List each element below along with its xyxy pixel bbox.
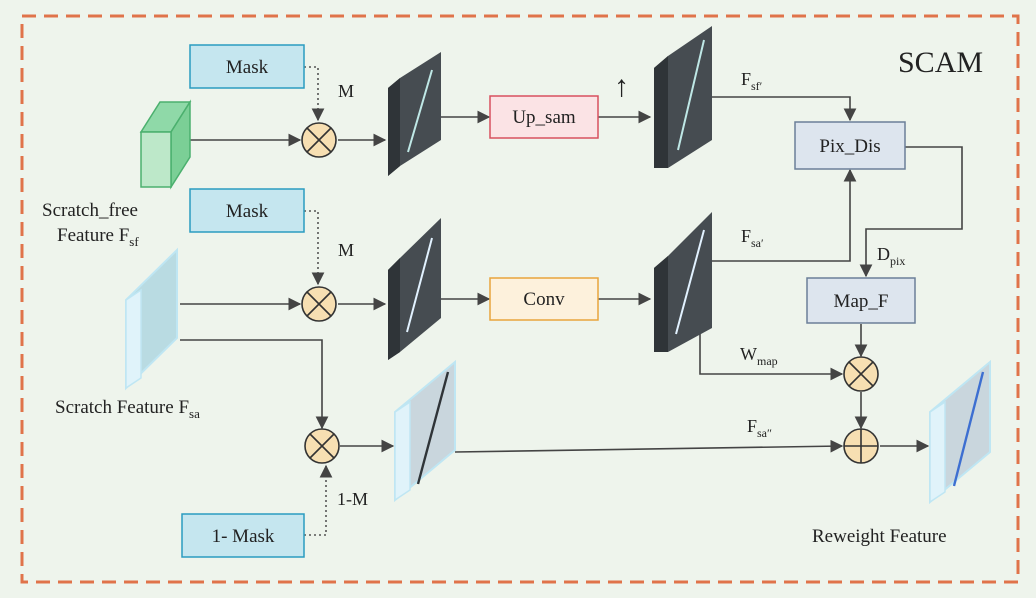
multiply-op-3 [304,428,340,464]
label-m-top: M [338,81,354,101]
label-w-map: Wmap [740,344,778,368]
multiply-op-2 [301,286,337,322]
conv-box: Conv [489,277,599,321]
scratch-feature [125,247,178,391]
scratch-free-label-line2: Feature Fsf [57,225,139,249]
label-one-minus-m: 1-M [337,489,368,509]
scratch-free-feature [139,99,192,190]
label-f-sa-dprime: Fsa″ [747,416,772,440]
add-op [843,428,879,464]
masked-feature-slab-1 [388,52,441,176]
reweight-feature-slab [929,359,991,505]
mask-box-top: Mask [189,44,305,89]
map-f-box: Map_F [806,277,916,324]
pix-dis-label: Pix_Dis [819,136,880,157]
reweight-feature-label: Reweight Feature [812,526,947,547]
mask-connections [304,66,333,536]
label-d-pix: Dpix [877,244,905,268]
pix-dis-box: Pix_Dis [794,121,906,170]
mask-box-mid-label: Mask [226,201,269,222]
mask-box-mid: Mask [189,188,305,233]
multiply-op-4 [843,356,879,392]
module-border [20,14,1020,584]
up-sam-label: Up_sam [512,107,576,128]
up-arrow-glyph: ↑ [614,70,629,103]
conv-feature-slab [654,212,712,352]
label-f-sa-prime: Fsa′ [741,226,764,250]
scratch-feature-label: Scratch Feature Fsa [55,397,200,421]
masked-scratch-slab [394,359,456,503]
upsampled-feature-slab [654,26,712,168]
multiply-op-1 [301,122,337,158]
conv-label: Conv [523,289,565,310]
module-title: SCAM [898,46,983,79]
label-m-mid: M [338,240,354,260]
map-f-label: Map_F [834,291,889,312]
label-f-sf-prime: Fsf′ [741,69,763,93]
mask-box-bottom-label: 1- Mask [212,526,275,547]
scratch-free-label-line1: Scratch_free [42,200,138,221]
mask-box-bottom: 1- Mask [181,513,305,558]
up-sam-box: Up_sam [489,95,599,139]
masked-feature-slab-2 [388,218,441,360]
mask-box-top-label: Mask [226,57,269,78]
